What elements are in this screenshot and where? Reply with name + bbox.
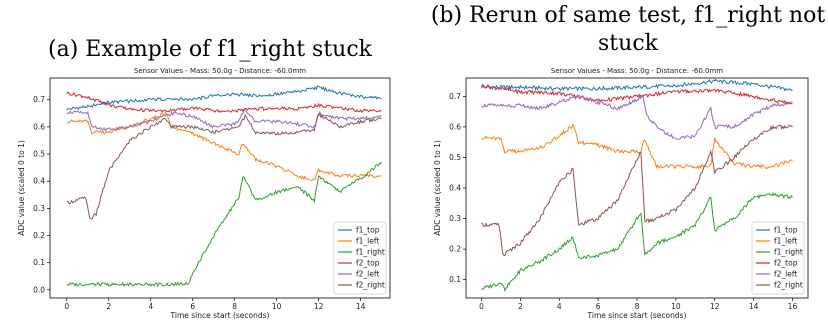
legend-label-f1_top: f1_top <box>356 226 380 235</box>
y-tick-label: 0.7 <box>449 92 461 101</box>
x-tick-label: 0 <box>479 302 484 311</box>
legend-label-f1_top: f1_top <box>774 226 798 235</box>
caption-b: (b) Rerun of same test, f1_right not stu… <box>428 2 828 58</box>
legend-label-f2_right: f2_right <box>774 281 803 290</box>
y-axis-label: ADC value (scaled 0 to 1) <box>17 140 26 236</box>
series-line-f2_top <box>481 83 793 105</box>
y-tick-label: 0.2 <box>33 231 45 240</box>
x-axis-label: Time since start (seconds) <box>170 311 270 320</box>
series-line-f2_right <box>66 113 382 220</box>
caption-a: (a) Example of f1_right stuck <box>48 37 372 62</box>
x-tick-label: 10 <box>272 302 282 311</box>
x-tick-label: 8 <box>635 302 640 311</box>
series-line-f2_top <box>66 91 382 114</box>
x-tick-label: 16 <box>788 302 798 311</box>
x-tick-label: 14 <box>749 302 759 311</box>
legend-label-f1_right: f1_right <box>356 248 385 257</box>
legend-label-f1_left: f1_left <box>356 237 379 246</box>
x-tick-label: 12 <box>710 302 720 311</box>
x-tick-label: 4 <box>148 302 153 311</box>
legend-label-f2_left: f2_left <box>356 270 379 279</box>
legend-label-f2_right: f2_right <box>356 281 385 290</box>
y-tick-label: 0.3 <box>33 204 45 213</box>
x-tick-label: 8 <box>232 302 237 311</box>
x-tick-label: 14 <box>356 302 366 311</box>
series-line-f1_left <box>66 111 382 181</box>
series-line-f1_top <box>481 78 793 92</box>
legend-box <box>333 221 387 295</box>
x-tick-label: 4 <box>557 302 562 311</box>
legend-box <box>751 221 805 295</box>
x-tick-label: 6 <box>190 302 195 311</box>
legend-label-f2_top: f2_top <box>774 259 798 268</box>
legend-label-f2_left: f2_left <box>774 270 797 279</box>
y-tick-label: 0.2 <box>449 245 461 254</box>
y-tick-label: 0.6 <box>449 122 461 131</box>
legend-label-f1_right: f1_right <box>774 248 803 257</box>
series-line-f2_left <box>66 108 382 132</box>
x-tick-label: 10 <box>671 302 681 311</box>
y-tick-label: 0.1 <box>449 275 461 284</box>
legend-label-f2_top: f2_top <box>356 259 380 268</box>
caption-b-line-1: (b) Rerun of same test, f1_right not <box>430 3 826 28</box>
plot-frame <box>49 77 391 299</box>
x-tick-label: 2 <box>518 302 523 311</box>
chart-title: Sensor Values - Mass: 50.0g - Distance: … <box>134 68 306 75</box>
series-line-f1_left <box>481 122 793 170</box>
y-tick-label: 0.0 <box>33 285 45 294</box>
y-tick-label: 0.5 <box>33 150 45 159</box>
series-line-f1_right <box>481 192 793 293</box>
series-line-f1_right <box>66 161 383 288</box>
x-axis-label: Time since start (seconds) <box>587 311 687 320</box>
series-line-f2_right <box>481 124 793 257</box>
y-tick-label: 0.4 <box>449 184 461 193</box>
y-tick-label: 0.6 <box>33 122 45 131</box>
x-tick-label: 6 <box>596 302 601 311</box>
series-line-f2_left <box>481 94 793 140</box>
y-tick-label: 0.7 <box>33 95 45 104</box>
chart-b: Sensor Values - Mass: 50.0g - Distance: … <box>433 68 809 320</box>
y-axis-label: ADC value (scaled 0 to 1) <box>433 140 442 236</box>
y-tick-label: 0.4 <box>33 177 45 186</box>
y-tick-label: 0.3 <box>449 214 461 223</box>
caption-b-line-2: stuck <box>598 31 658 56</box>
chart-a: Sensor Values - Mass: 50.0g - Distance: … <box>17 68 391 320</box>
x-tick-label: 0 <box>64 302 69 311</box>
y-tick-label: 0.1 <box>33 258 45 267</box>
x-tick-label: 2 <box>106 302 111 311</box>
series-line-f1_top <box>66 85 382 111</box>
legend-label-f1_left: f1_left <box>774 237 797 246</box>
chart-title: Sensor Values - Mass: 50.0g - Distance: … <box>551 68 723 75</box>
y-tick-label: 0.5 <box>449 153 461 162</box>
x-tick-label: 12 <box>314 302 324 311</box>
